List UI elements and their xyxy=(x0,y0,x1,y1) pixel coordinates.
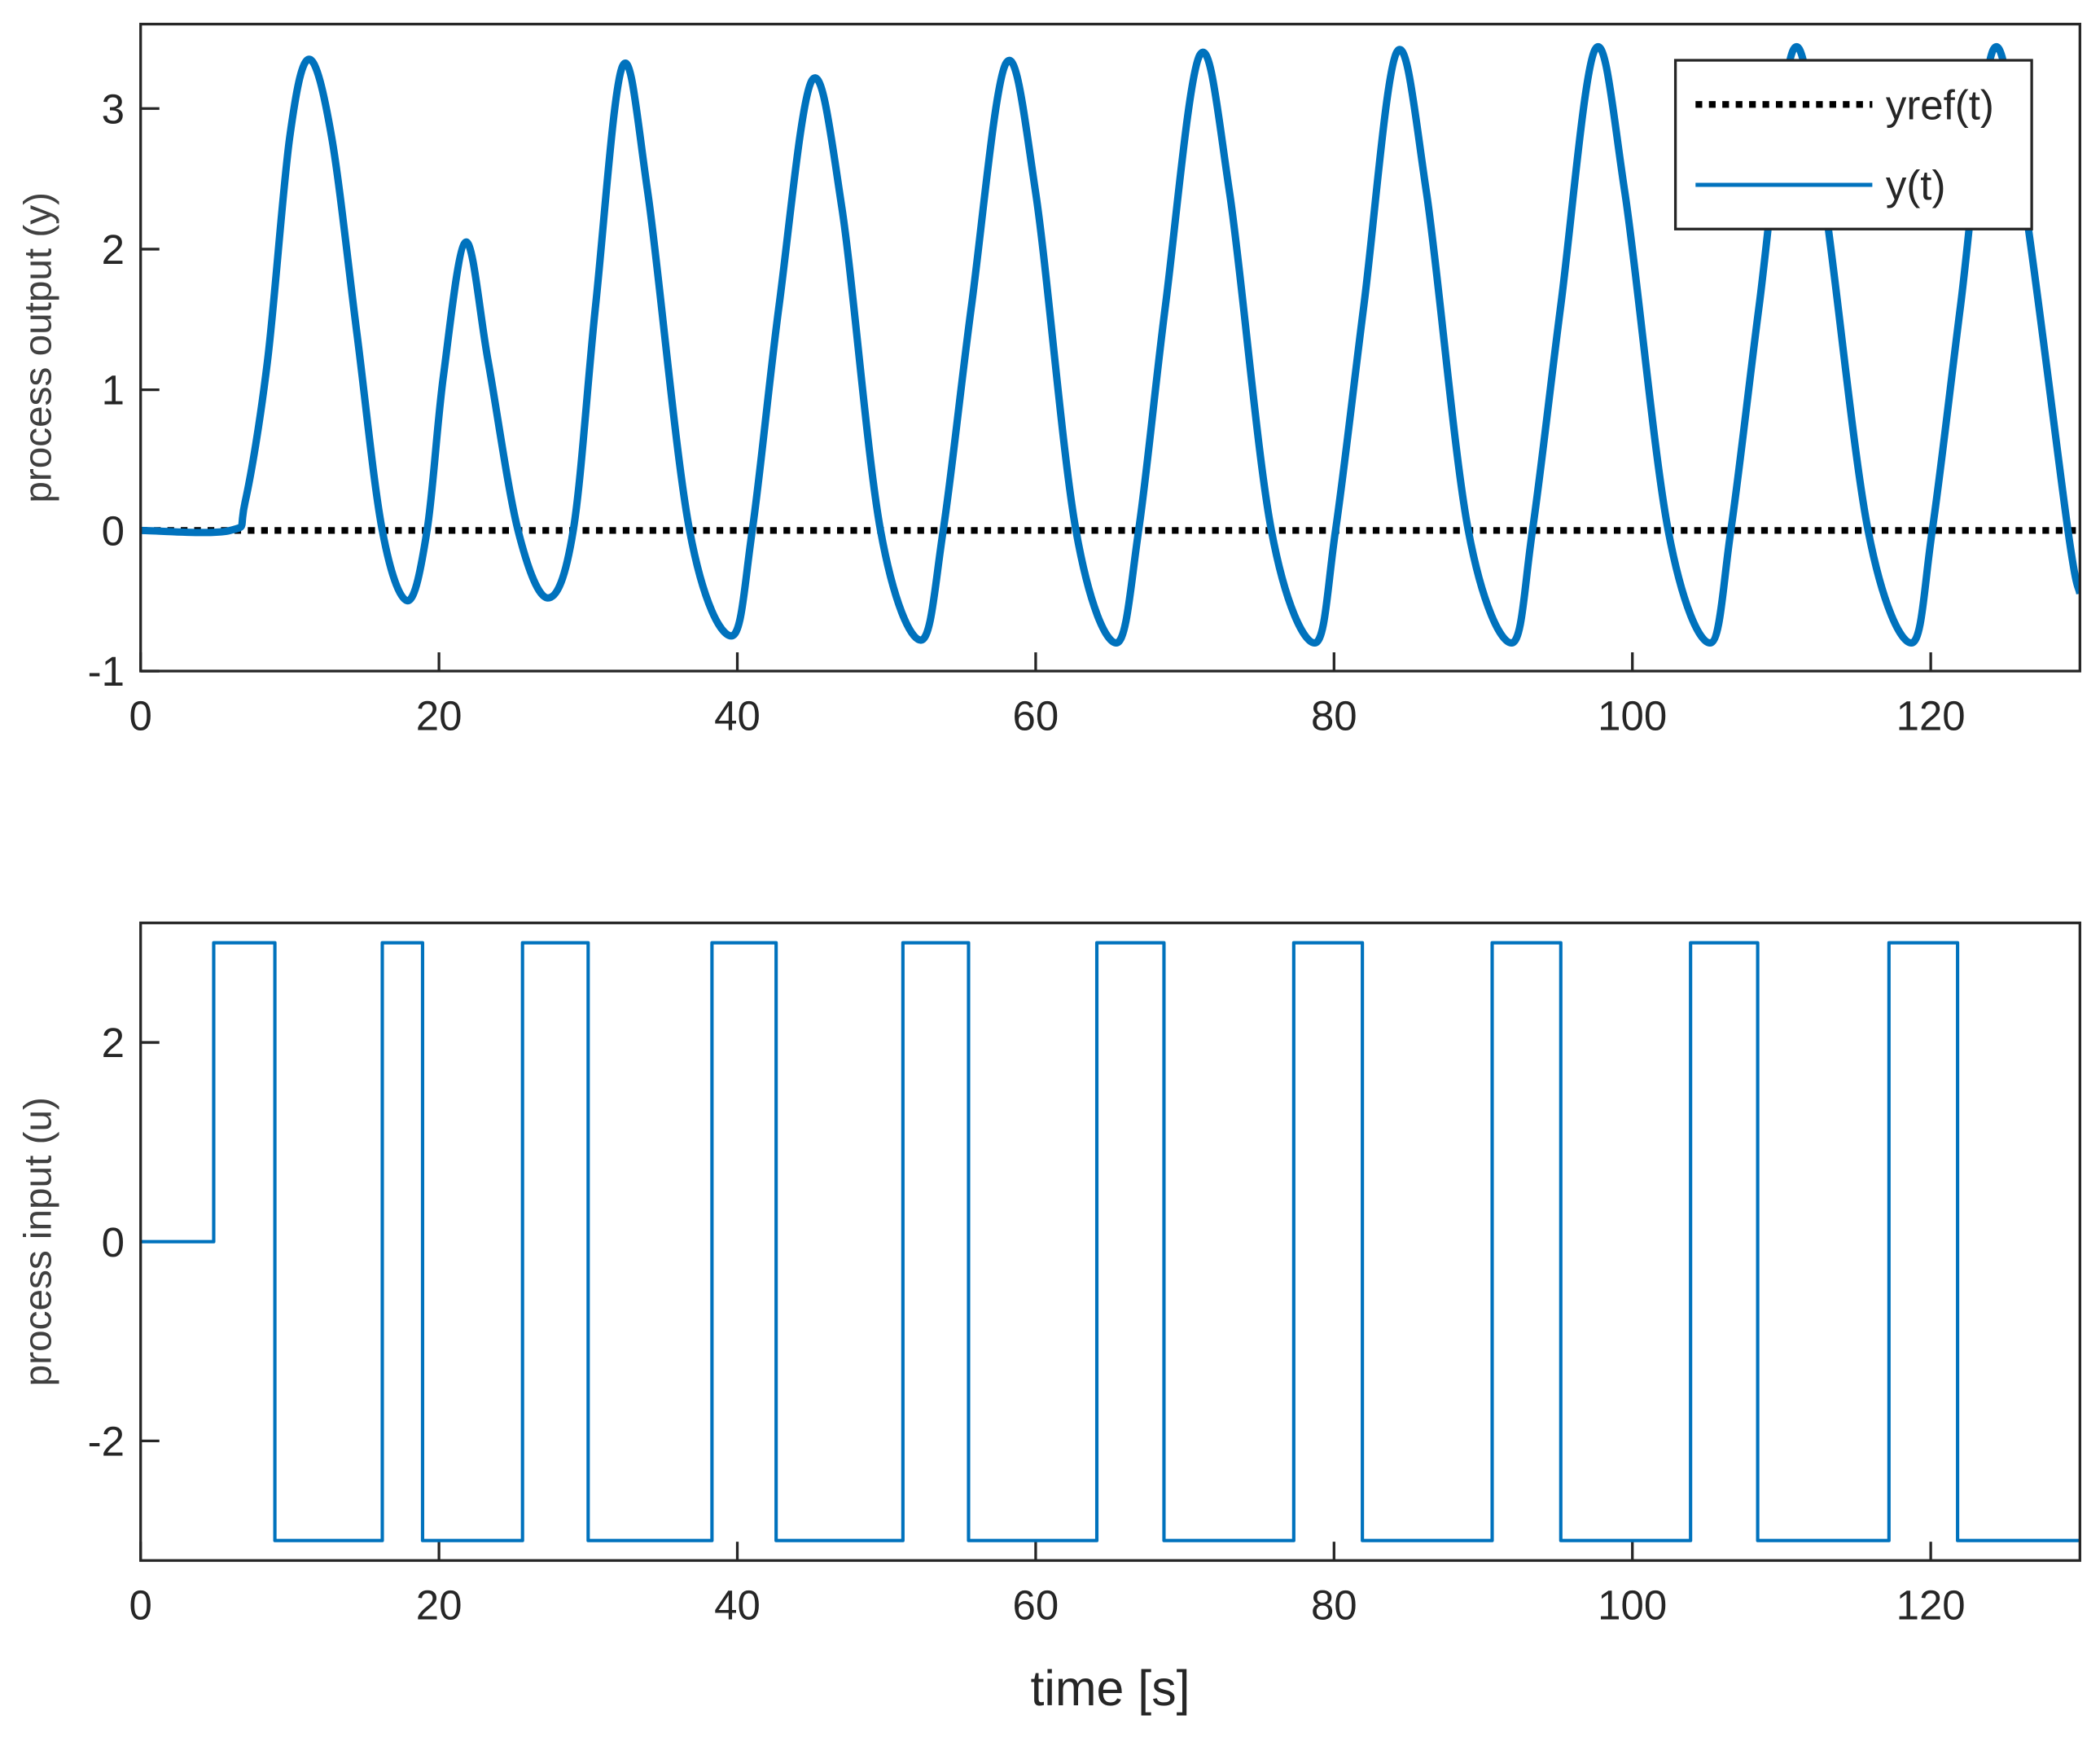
x-tick-label: 80 xyxy=(1311,1582,1357,1629)
x-tick-label: 60 xyxy=(1013,1582,1059,1629)
plot-frame xyxy=(139,22,2081,673)
y-tick-label: 2 xyxy=(102,226,125,273)
legend-label: yref(t) xyxy=(1886,81,1994,128)
x-tick-label: 40 xyxy=(714,692,761,739)
x-tick-label: 0 xyxy=(129,1582,152,1629)
series-layer xyxy=(140,941,2080,1542)
legend-label: y(t) xyxy=(1886,162,1946,208)
y-tick-label: 1 xyxy=(102,367,125,414)
data-line xyxy=(140,941,2080,1542)
x-tick-label: 100 xyxy=(1598,1582,1667,1629)
y-tick-label: 2 xyxy=(102,1020,125,1066)
x-tick-label: 40 xyxy=(714,1582,761,1629)
legend-box xyxy=(1673,59,2033,230)
y-axis-label: process output (y) xyxy=(17,192,60,503)
x-tick-label: 120 xyxy=(1896,692,1966,739)
x-axis-label: time [s] xyxy=(1030,1660,1190,1716)
x-tick-label: 20 xyxy=(416,1582,463,1629)
x-tick-label: 60 xyxy=(1013,692,1059,739)
plot-frame xyxy=(139,921,2081,1562)
y-tick-label: 0 xyxy=(102,507,125,554)
y-tick-label: 0 xyxy=(102,1219,125,1266)
data-line xyxy=(140,43,2080,647)
y-tick-label: -2 xyxy=(88,1418,125,1464)
x-tick-label: 20 xyxy=(416,692,463,739)
y-axis-label: process input (u) xyxy=(17,1097,60,1386)
x-tick-label: 80 xyxy=(1311,692,1357,739)
x-tick-label: 100 xyxy=(1598,692,1667,739)
x-tick-label: 0 xyxy=(129,692,152,739)
series-layer xyxy=(140,43,2080,647)
y-tick-label: 3 xyxy=(102,86,125,132)
x-tick-label: 120 xyxy=(1896,1582,1966,1629)
y-tick-label: -1 xyxy=(88,648,125,695)
plot-area xyxy=(140,923,2080,1561)
